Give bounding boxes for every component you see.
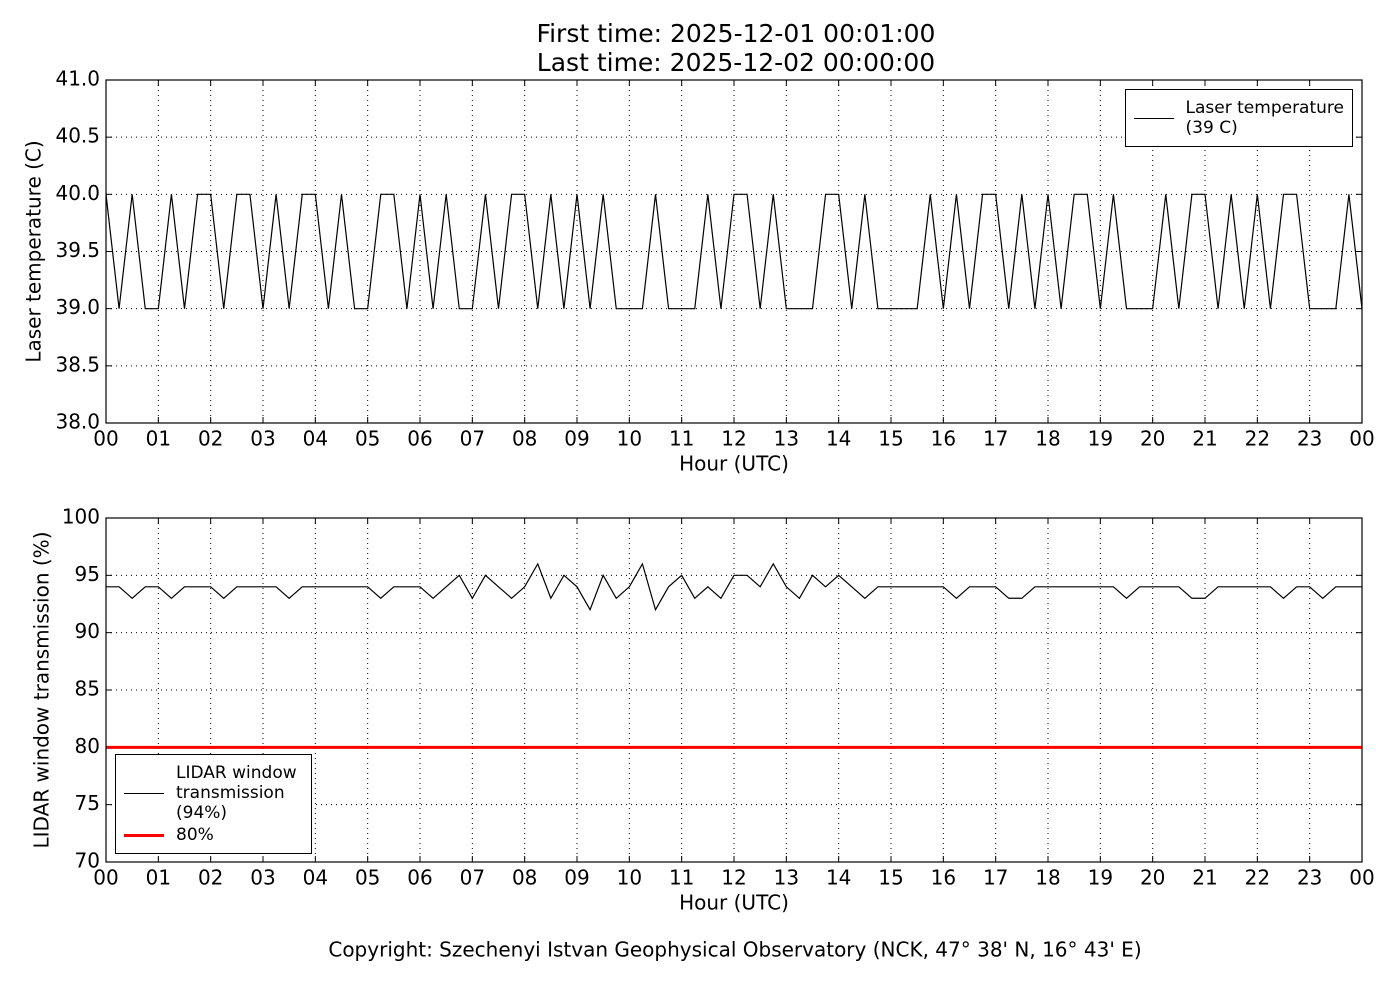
legend-label: 80% [176,825,214,845]
legend-entry: Laser temperature (39 C) [1133,98,1344,138]
y-tick-label: 38.0 [55,410,100,434]
x-tick-label: 15 [878,866,903,890]
legend-swatch [1133,117,1174,119]
y-tick-label: 39.0 [55,295,100,319]
x-tick-label: 18 [1035,427,1060,451]
y-tick-label: 38.5 [55,352,100,376]
plot-frame [105,79,1363,424]
x-tick-label: 02 [198,427,223,451]
x-tick-label: 06 [407,427,432,451]
x-tick-label: 10 [617,866,642,890]
legend-label: LIDAR window transmission (94%) [176,763,297,823]
x-tick-label: 11 [669,427,694,451]
x-tick-label: 12 [721,866,746,890]
x-tick-label: 08 [512,427,537,451]
x-tick-label: 00 [93,866,118,890]
x-tick-label: 15 [878,427,903,451]
legend-swatch [124,792,164,794]
x-tick-label: 22 [1245,427,1270,451]
data-line [106,562,1362,612]
x-tick-label: 20 [1140,866,1165,890]
y-tick-label: 85 [75,677,100,701]
x-tick-label: 13 [774,866,799,890]
x-tick-label: 00 [1349,866,1374,890]
legend-entry: LIDAR window transmission (94%) [124,763,303,823]
x-tick-label: 14 [826,427,851,451]
x-axis-label: Hour (UTC) [679,891,789,915]
x-tick-label: 14 [826,866,851,890]
x-tick-label: 17 [983,427,1008,451]
x-tick-label: 05 [355,427,380,451]
y-tick-label: 41.0 [55,67,100,91]
x-tick-label: 16 [931,427,956,451]
y-tick-label: 90 [75,619,100,643]
x-tick-label: 03 [250,866,275,890]
x-tick-label: 19 [1088,427,1113,451]
title-last: Last time: 2025-12-02 00:00:00 [537,48,935,77]
x-tick-label: 04 [303,427,328,451]
y-tick-label: 95 [75,562,100,586]
legend-label: Laser temperature (39 C) [1185,98,1344,138]
copyright: Copyright: Szechenyi Istvan Geophysical … [328,938,1141,962]
y-tick-label: 70 [75,849,100,873]
x-tick-label: 05 [355,866,380,890]
y-tick-label: 40.0 [55,181,100,205]
x-tick-label: 08 [512,866,537,890]
x-tick-label: 20 [1140,427,1165,451]
x-tick-label: 01 [146,866,171,890]
y-axis-label: LIDAR window transmission (%) [30,532,54,849]
y-axis-label: Laser temperature (C) [22,140,46,362]
x-axis-label: Hour (UTC) [679,452,789,476]
data-line [105,193,1363,310]
legend-swatch [124,833,164,837]
x-tick-label: 09 [564,866,589,890]
x-tick-label: 09 [564,427,589,451]
x-tick-label: 17 [983,866,1008,890]
x-tick-label: 03 [250,427,275,451]
y-tick-label: 80 [75,734,100,758]
y-tick-label: 75 [75,791,100,815]
x-tick-label: 00 [93,427,118,451]
legend: LIDAR window transmission (94%) 80% [115,754,312,854]
x-tick-label: 12 [721,427,746,451]
x-tick-label: 01 [146,427,171,451]
x-tick-label: 07 [460,427,485,451]
x-tick-label: 22 [1245,866,1270,890]
title-first: First time: 2025-12-01 00:01:00 [537,19,936,48]
x-tick-label: 18 [1035,866,1060,890]
x-tick-label: 06 [407,866,432,890]
x-tick-label: 13 [774,427,799,451]
x-tick-label: 07 [460,866,485,890]
y-tick-label: 100 [62,505,100,529]
y-tick-label: 39.5 [55,238,100,262]
x-tick-label: 10 [617,427,642,451]
x-tick-label: 21 [1192,427,1217,451]
legend: Laser temperature (39 C) [1124,89,1353,147]
x-tick-label: 04 [303,866,328,890]
x-tick-label: 21 [1192,866,1217,890]
plot-frame [105,517,1363,863]
x-tick-label: 23 [1297,427,1322,451]
x-tick-label: 11 [669,866,694,890]
x-tick-label: 02 [198,866,223,890]
legend-entry: 80% [124,825,303,845]
x-tick-label: 16 [931,866,956,890]
x-tick-label: 23 [1297,866,1322,890]
x-tick-label: 00 [1349,427,1374,451]
x-tick-label: 19 [1088,866,1113,890]
y-tick-label: 40.5 [55,124,100,148]
